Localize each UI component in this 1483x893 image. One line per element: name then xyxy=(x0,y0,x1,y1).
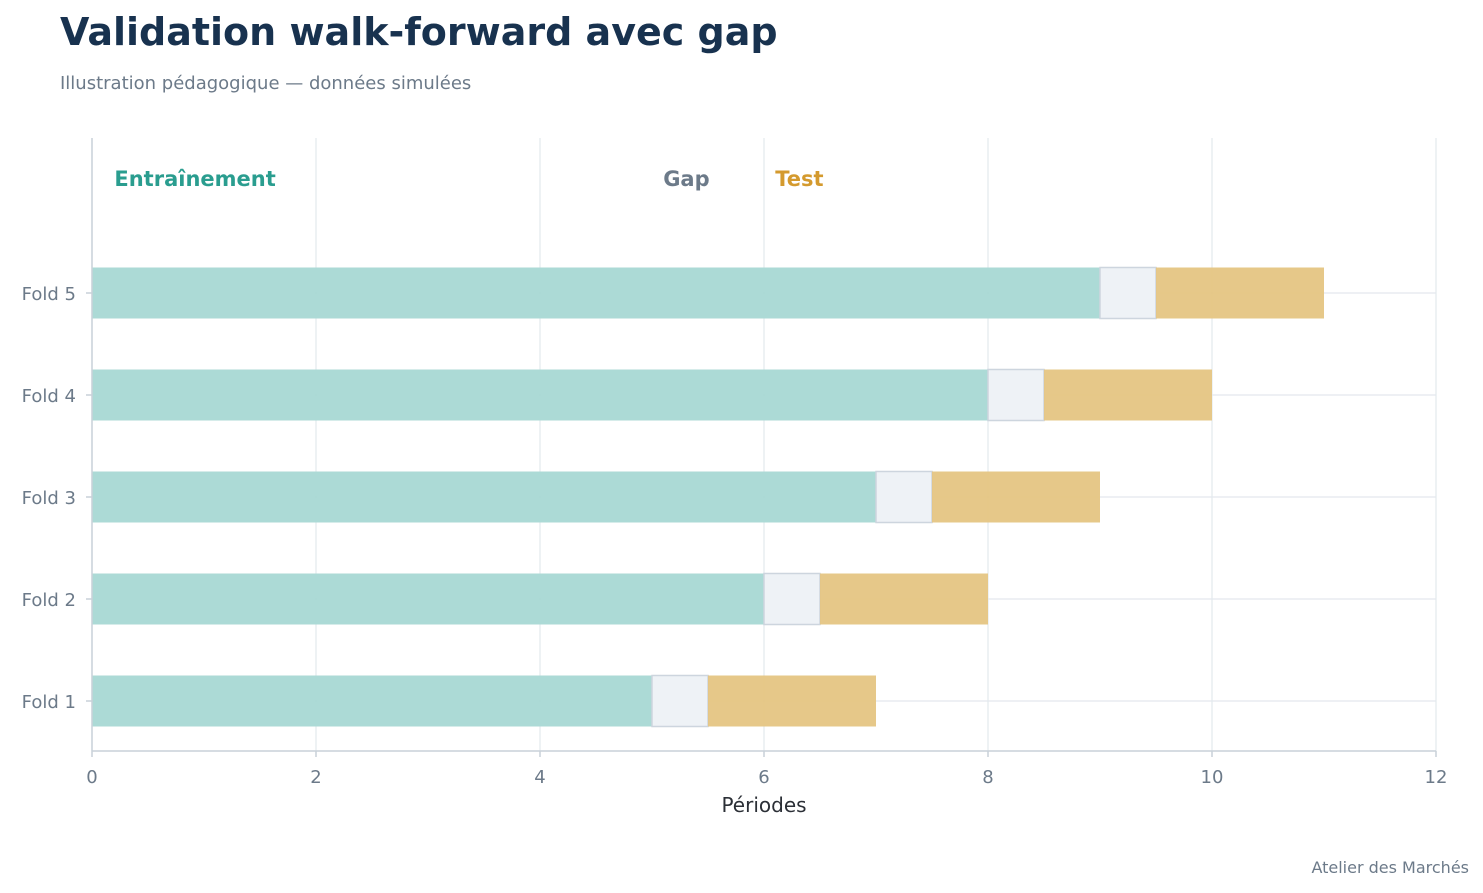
legend-label: Gap xyxy=(663,167,709,191)
gap-bar xyxy=(987,368,1045,422)
y-tick-label: Fold 5 xyxy=(22,284,76,305)
x-tick-label: 10 xyxy=(1201,767,1224,788)
test-bar xyxy=(708,675,876,727)
chart-subtitle: Illustration pédagogique — données simul… xyxy=(60,73,472,94)
gap-bar xyxy=(763,572,821,626)
x-tick-label: 0 xyxy=(86,767,97,788)
legend-label: Entraînement xyxy=(114,167,275,191)
test-bar xyxy=(820,573,988,625)
gap-bar xyxy=(651,674,709,728)
train-bar xyxy=(92,267,1100,319)
chart-title: Validation walk-forward avec gap xyxy=(60,10,778,54)
y-tick-label: Fold 3 xyxy=(22,488,76,509)
train-bar xyxy=(92,675,652,727)
train-bar xyxy=(92,369,988,421)
x-tick-label: 2 xyxy=(310,767,321,788)
legend-label: Test xyxy=(775,167,823,191)
y-tick-label: Fold 2 xyxy=(22,590,76,611)
gap-bar xyxy=(875,470,933,524)
train-bar xyxy=(92,471,876,523)
y-tick-label: Fold 4 xyxy=(22,386,76,407)
x-tick-label: 8 xyxy=(982,767,993,788)
train-bar xyxy=(92,573,764,625)
test-bar xyxy=(1044,369,1212,421)
x-tick-label: 4 xyxy=(534,767,545,788)
test-bar xyxy=(932,471,1100,523)
x-axis-title: Périodes xyxy=(721,793,806,817)
gap-bar xyxy=(1099,266,1157,320)
y-tick-label: Fold 1 xyxy=(22,692,76,713)
credit-text: Atelier des Marchés xyxy=(1311,858,1469,877)
x-tick-label: 6 xyxy=(758,767,769,788)
test-bar xyxy=(1156,267,1324,319)
x-tick-label: 12 xyxy=(1425,767,1448,788)
